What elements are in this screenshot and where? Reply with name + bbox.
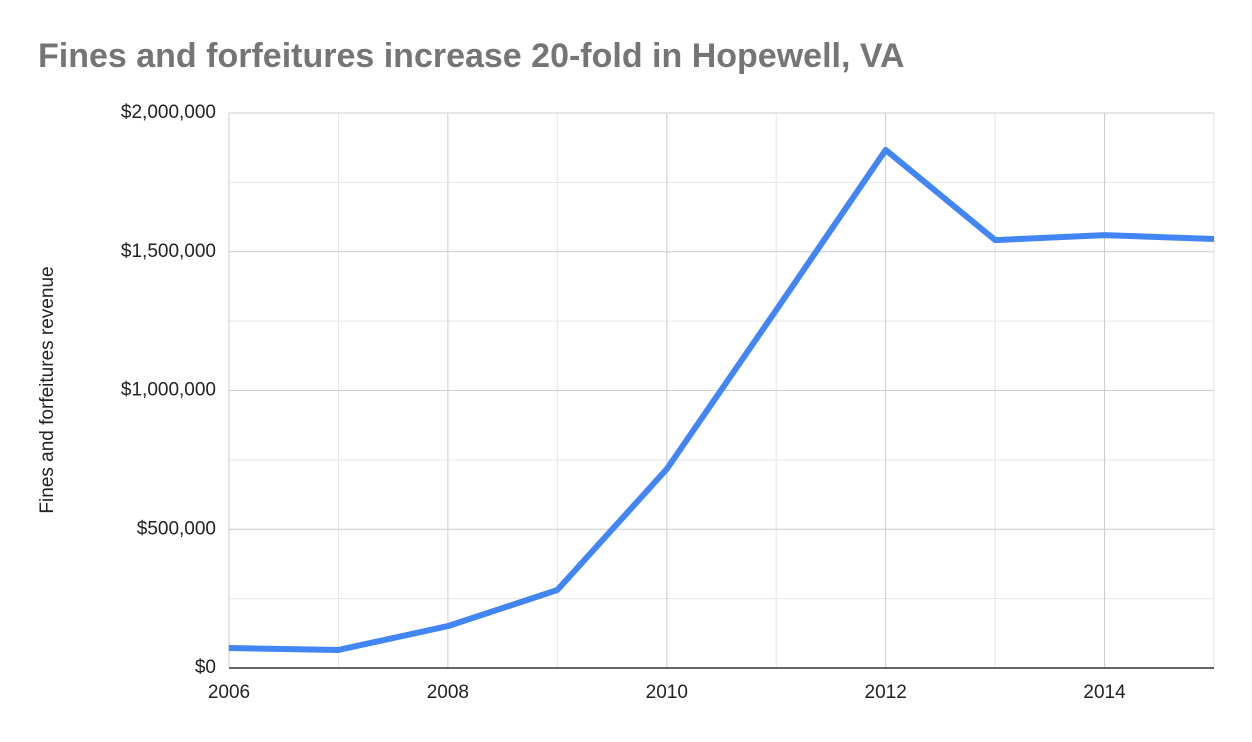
chart-title: Fines and forfeitures increase 20-fold i…	[38, 37, 905, 75]
y-tick-label: $0	[195, 657, 216, 678]
y-tick-label: $1,500,000	[121, 241, 216, 262]
y-tick-label: $500,000	[137, 518, 216, 539]
x-tick-label: 2014	[1083, 682, 1126, 703]
y-tick-label: $1,000,000	[121, 380, 216, 401]
data-line	[228, 146, 1215, 653]
x-tick-label: 2006	[208, 682, 250, 703]
x-tick-label: 2012	[865, 682, 907, 703]
x-tick-label: 2008	[427, 682, 469, 703]
y-axis-label: Fines and forfeitures revenue	[37, 266, 58, 513]
y-tick-label: $2,000,000	[121, 102, 216, 123]
x-tick-label: 2010	[646, 682, 688, 703]
